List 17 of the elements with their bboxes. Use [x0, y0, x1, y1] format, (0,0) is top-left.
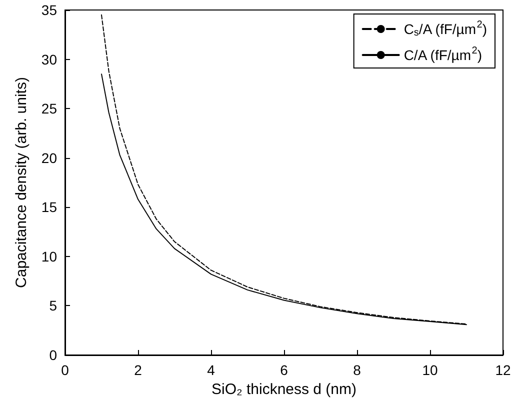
x-tick-label: 0 [61, 362, 70, 378]
y-tick-label: 25 [41, 100, 58, 117]
x-tick-label: 2 [134, 362, 142, 378]
x-tick-label: 6 [280, 362, 288, 378]
x-axis-title: SiO₂ thickness d (nm) [211, 380, 357, 398]
y-axis-title: Capacitance density (arb. units) [13, 77, 30, 288]
x-tick-label: 8 [353, 362, 362, 378]
y-tick-label: 5 [49, 298, 58, 314]
y-tick-label: 35 [41, 2, 58, 18]
y-tick-label: 20 [41, 150, 58, 166]
y-tick-label: 0 [49, 347, 58, 363]
x-tick-label: 10 [422, 362, 438, 378]
y-tick-label: 10 [41, 248, 58, 264]
x-tick-label: 4 [207, 362, 216, 378]
x-tick-label: 12 [495, 362, 511, 378]
y-tick-label: 15 [41, 199, 58, 216]
y-tick-label: 30 [41, 51, 58, 68]
